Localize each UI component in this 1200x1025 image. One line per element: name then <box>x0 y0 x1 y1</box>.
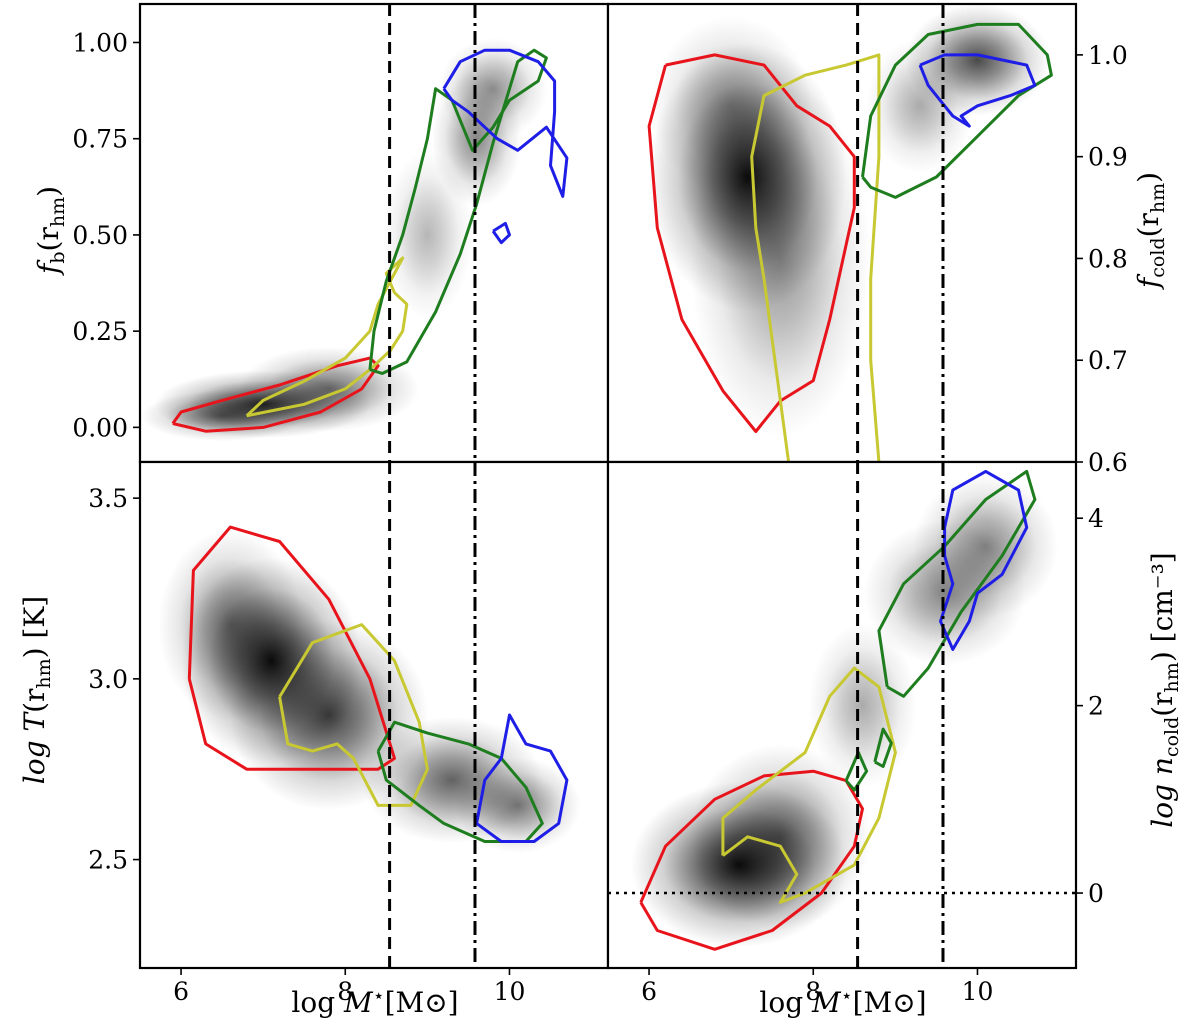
contour-blue <box>442 48 569 198</box>
density-blob <box>158 529 303 721</box>
y-tick-label: 0.00 <box>72 413 128 442</box>
y-tick-label: 1.00 <box>72 28 128 57</box>
xlabel-symbol: M <box>811 986 842 1019</box>
label-close: ) [cm⁻³] <box>1146 552 1179 662</box>
contour-yellow <box>245 256 409 418</box>
plot-area <box>608 462 1076 968</box>
y-tick-label: 3.0 <box>88 665 128 694</box>
contour-blue <box>939 469 1029 651</box>
x-tick-label: 8 <box>337 977 353 1006</box>
y-tick-label: 4 <box>1088 504 1104 533</box>
density-blob <box>913 474 1058 619</box>
y-tick-label: 0.50 <box>72 221 128 250</box>
y-axis-label-bottom-right: log ncold(rhm) [cm⁻³] <box>1146 552 1183 828</box>
xlabel-unit: [M⊙] <box>853 986 927 1019</box>
density-blob <box>865 38 975 173</box>
contour-yellow <box>721 666 897 904</box>
label-main: log T <box>18 711 51 785</box>
y-tick-label: 0.75 <box>72 125 128 154</box>
contour-yellow <box>278 623 429 807</box>
panel-bottom-right: 6 8 10 0 2 4 <box>606 460 1104 1006</box>
label-arg-subscript: hm <box>1147 183 1169 213</box>
contour-red <box>639 769 864 951</box>
x-axis-label-bottom-right: log M⋆[M⊙] <box>759 985 926 1019</box>
label-main: log n <box>1146 757 1179 828</box>
xlabel-star: ⋆ <box>373 985 385 1007</box>
y-tick-label: 3.5 <box>88 484 128 513</box>
contour-red <box>647 53 856 433</box>
y-tick-label: 0.8 <box>1088 244 1128 273</box>
plot-area <box>140 4 608 462</box>
contour-blue <box>475 713 569 843</box>
contour-yellow <box>750 53 881 462</box>
contour-blue <box>491 221 511 245</box>
label-arg-subscript: hm <box>1161 662 1183 692</box>
contour-green <box>368 48 548 375</box>
contour-yellow <box>754 227 791 462</box>
contour-green <box>861 22 1053 199</box>
label-subscript: b <box>47 251 69 263</box>
contour-blue <box>918 53 1037 128</box>
label-close: ) [K] <box>18 596 51 659</box>
label-argument: (r <box>1132 212 1165 237</box>
contour-red <box>187 525 396 771</box>
density-blob <box>140 390 304 442</box>
x-axis-label-bottom-left: log M⋆[M⊙] <box>291 985 458 1019</box>
density-blob <box>649 16 813 196</box>
label-arg-subscript: hm <box>33 658 55 688</box>
density-blob <box>438 37 548 140</box>
xlabel-log: log <box>291 986 344 1019</box>
contour-green <box>877 469 1037 698</box>
y-axis-label-bottom-left: log T(rhm) [K] <box>18 596 55 784</box>
y-axis-label-top-right: fcold(rhm) <box>1132 172 1169 290</box>
x-tick-label: 10 <box>494 977 526 1006</box>
panel-top-left: 0.00 0.25 0.50 0.75 1.00 <box>72 2 610 469</box>
label-close: ) <box>1132 172 1165 183</box>
x-tick-label: 6 <box>173 977 189 1006</box>
label-argument: (r <box>1146 692 1179 717</box>
y-tick-label: 1.0 <box>1088 41 1128 70</box>
x-tick-label: 8 <box>805 977 821 1006</box>
xlabel-log: log <box>759 986 812 1019</box>
label-argument: (r <box>32 227 65 252</box>
contour-red <box>171 356 380 433</box>
panel-frame <box>606 460 1078 970</box>
plot-area <box>608 4 1076 462</box>
y-axis-label-top-left: fb(rhm) <box>32 186 69 276</box>
label-close: ) <box>32 186 65 197</box>
y-tick-label: 0.7 <box>1088 346 1128 375</box>
label-arg-subscript: hm <box>47 197 69 227</box>
xlabel-symbol: M <box>343 986 374 1019</box>
contour-green <box>376 720 544 843</box>
xlabel-unit: [M⊙] <box>385 986 459 1019</box>
y-tick-label: 0.9 <box>1088 143 1128 172</box>
panel-bottom-left: 6 8 10 2.5 3.0 3.5 <box>88 460 610 1006</box>
label-argument: (r <box>18 688 51 713</box>
contour-green <box>873 727 893 768</box>
y-tick-label: 0 <box>1088 879 1104 908</box>
x-tick-label: 10 <box>962 977 994 1006</box>
y-tick-label: 0.25 <box>72 317 128 346</box>
x-tick-label: 6 <box>641 977 657 1006</box>
density-field <box>648 4 1050 438</box>
label-subscript: cold <box>1161 717 1183 757</box>
y-tick-label: 2 <box>1088 692 1104 721</box>
xlabel-star: ⋆ <box>841 985 853 1007</box>
label-subscript: cold <box>1147 237 1169 277</box>
y-tick-label: 0.6 <box>1088 448 1128 477</box>
panel-top-right: 0.6 0.7 0.8 0.9 1.0 <box>606 2 1128 477</box>
y-tick-label: 2.5 <box>88 846 128 875</box>
plot-area <box>140 462 608 968</box>
contour-green <box>844 751 869 792</box>
